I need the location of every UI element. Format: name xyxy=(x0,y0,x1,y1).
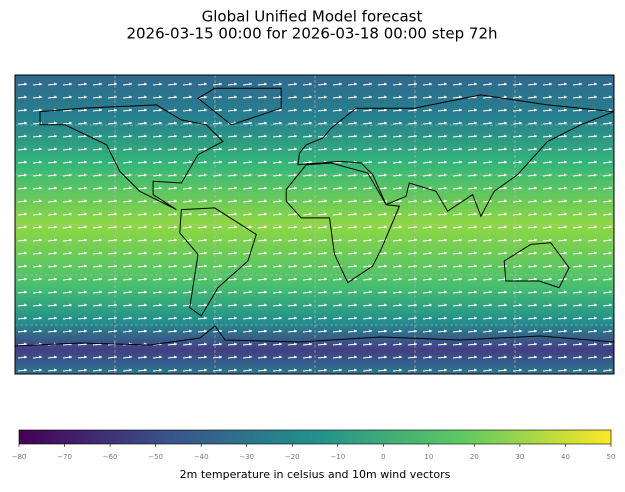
colorbar-tick-label: −30 xyxy=(239,453,254,461)
colorbar-tick-label: −10 xyxy=(330,453,345,461)
colorbar-tick-label: 20 xyxy=(470,453,479,461)
chart-title: Global Unified Model forecast xyxy=(202,8,423,26)
colorbar-tick-label: 40 xyxy=(561,453,570,461)
map xyxy=(15,75,614,374)
colorbar-tick-label: −40 xyxy=(194,453,209,461)
map-frame xyxy=(14,74,615,375)
colorbar-tick-label: −70 xyxy=(57,453,72,461)
colorbar-tick-label: −20 xyxy=(285,453,300,461)
colorbar-tick-label: −60 xyxy=(103,453,118,461)
colorbar-tick-label: 0 xyxy=(381,453,385,461)
colorbar-tick-label: −50 xyxy=(148,453,163,461)
coastlines xyxy=(15,87,614,347)
chart-subtitle: 2026-03-15 00:00 for 2026-03-18 00:00 st… xyxy=(126,25,497,43)
colorbar-tick-label: 50 xyxy=(607,453,616,461)
colorbar xyxy=(18,429,612,445)
colorbar-tick-label: −80 xyxy=(12,453,27,461)
colorbar-label: 2m temperature in celsius and 10m wind v… xyxy=(180,468,451,481)
colorbar-tick-label: 10 xyxy=(424,453,433,461)
colorbar-tick-label: 30 xyxy=(515,453,524,461)
wind-vectors xyxy=(15,75,614,374)
